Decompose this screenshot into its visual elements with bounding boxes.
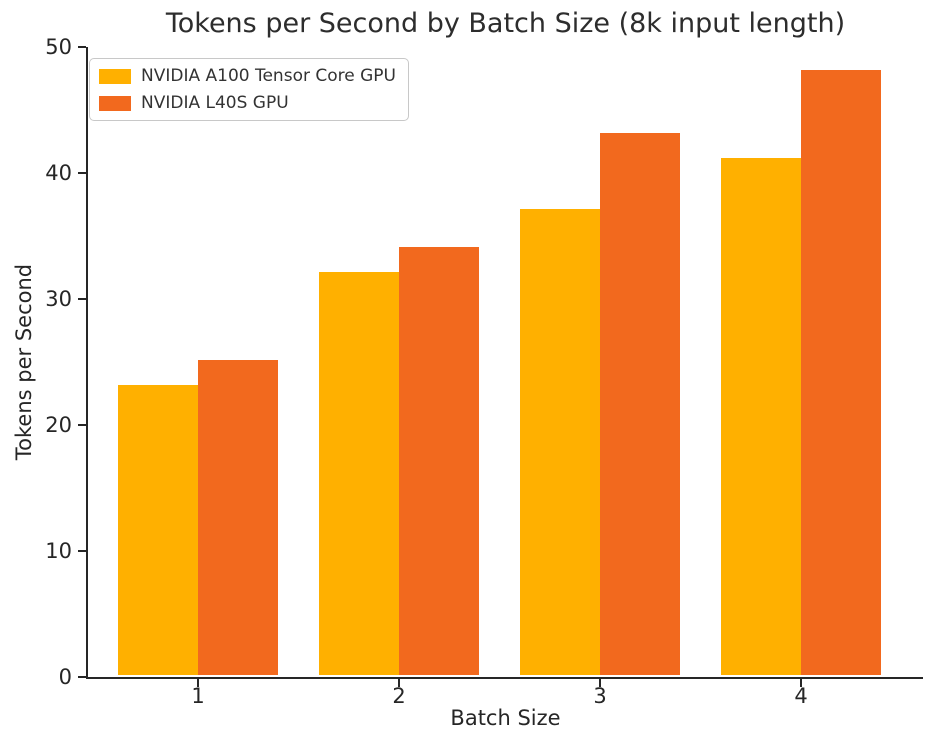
bar-series2-category-4	[801, 70, 881, 675]
bar-series1-category-2	[319, 272, 399, 675]
x-axis-spine	[86, 677, 923, 679]
legend-item-2: NVIDIA L40S GPU	[99, 93, 396, 113]
x-tick-label-4: 4	[794, 684, 808, 708]
y-axis-spine	[86, 47, 88, 679]
x-axis-label: Batch Size	[450, 706, 561, 730]
y-tick-mark-40	[78, 172, 86, 174]
x-tick-mark-2	[398, 679, 400, 687]
y-tick-label-30: 30	[45, 287, 72, 311]
y-tick-label-20: 20	[45, 413, 72, 437]
x-tick-label-1: 1	[191, 684, 205, 708]
y-tick-mark-50	[78, 46, 86, 48]
bar-series1-category-4	[721, 158, 801, 675]
legend: NVIDIA A100 Tensor Core GPU NVIDIA L40S G…	[89, 58, 409, 121]
legend-swatch-icon	[99, 68, 131, 84]
y-tick-label-0: 0	[58, 665, 72, 689]
legend-label: NVIDIA A100 Tensor Core GPU	[141, 66, 396, 86]
y-tick-mark-30	[78, 298, 86, 300]
x-tick-label-3: 3	[593, 684, 607, 708]
x-tick-label-2: 2	[392, 684, 406, 708]
x-tick-mark-4	[800, 679, 802, 687]
legend-label: NVIDIA L40S GPU	[141, 93, 289, 113]
y-tick-label-50: 50	[45, 35, 72, 59]
plot-area: 0 10 20 30 40 50 1 2 3 4 NVIDIA A100 Tensor Core…	[45, 35, 923, 708]
y-tick-mark-20	[78, 424, 86, 426]
legend-item-1: NVIDIA A100 Tensor Core GPU	[99, 66, 396, 86]
y-tick-mark-0	[78, 676, 86, 678]
bar-series1-category-3	[520, 209, 600, 675]
y-tick-label-10: 10	[45, 539, 72, 563]
y-tick-mark-10	[78, 550, 86, 552]
x-tick-mark-1	[197, 679, 199, 687]
bar-series1-category-1	[118, 385, 198, 675]
chart-title: Tokens per Second by Batch Size (8k inpu…	[165, 8, 846, 39]
y-tick-label-40: 40	[45, 161, 72, 185]
legend-swatch-icon	[99, 95, 131, 111]
bar-series2-category-2	[399, 247, 479, 675]
bar-series2-category-3	[600, 133, 680, 675]
x-tick-mark-3	[599, 679, 601, 687]
bar-series2-category-1	[198, 360, 278, 675]
